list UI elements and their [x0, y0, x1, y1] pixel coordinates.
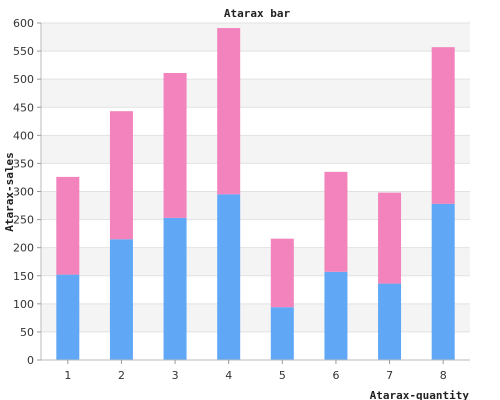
- grid-band: [41, 191, 470, 220]
- y-tick-label: 300: [13, 186, 34, 199]
- x-tick-label: 3: [172, 369, 179, 382]
- x-tick-label: 4: [225, 369, 232, 382]
- chart-title: Atarax bar: [224, 7, 291, 20]
- bar-segment-1-series-1: [56, 274, 80, 360]
- bar-segment-3-series-2: [163, 72, 187, 218]
- y-tick-labels: 0 50 100 150 200 250 300 350 400 450 500 550 600: [13, 17, 34, 367]
- bars: [56, 28, 455, 360]
- grid-band: [41, 51, 470, 80]
- bar-segment-2-series-2: [109, 111, 133, 240]
- axes: [37, 22, 470, 364]
- bar-segment-7-series-2: [378, 192, 402, 284]
- y-tick-label: 150: [13, 270, 34, 283]
- y-tick-label: 400: [13, 129, 34, 142]
- x-tick-label: 7: [386, 369, 393, 382]
- y-tick-label: 350: [13, 157, 34, 170]
- bar-segment-4-series-2: [217, 28, 241, 195]
- grid-band: [41, 219, 470, 248]
- y-tick-label: 200: [13, 242, 34, 255]
- bar-segment-8-series-2: [431, 47, 455, 204]
- grid-band: [41, 79, 470, 108]
- y-tick-label: 600: [13, 17, 34, 30]
- y-axis-title: Atarax-sales: [3, 152, 16, 231]
- y-tick-label: 450: [13, 101, 34, 114]
- bar-segment-5-series-1: [270, 307, 294, 360]
- y-tick-label: 250: [13, 214, 34, 227]
- grid-band: [41, 275, 470, 304]
- x-tick-label: 2: [118, 369, 125, 382]
- x-tick-label: 5: [279, 369, 286, 382]
- y-tick-label: 500: [13, 73, 34, 86]
- grid-band: [41, 247, 470, 276]
- grid-band: [41, 107, 470, 136]
- x-tick-label: 6: [332, 369, 339, 382]
- grid-band: [41, 135, 470, 164]
- y-tick-label: 550: [13, 45, 34, 58]
- x-axis-title: Atarax-quantity: [370, 389, 470, 400]
- bar-segment-2-series-1: [109, 239, 133, 360]
- bar-segment-6-series-1: [324, 271, 348, 360]
- y-tick-label: 50: [20, 326, 34, 339]
- x-tick-label: 8: [440, 369, 447, 382]
- grid-band: [41, 303, 470, 332]
- bar-segment-3-series-1: [163, 217, 187, 360]
- grid-band: [41, 163, 470, 192]
- x-tick-label: 1: [64, 369, 71, 382]
- bar-segment-6-series-2: [324, 171, 348, 272]
- bar-segment-4-series-1: [217, 194, 241, 360]
- bar-segment-7-series-1: [378, 283, 402, 360]
- bar-segment-8-series-1: [431, 203, 455, 360]
- grid-band: [41, 331, 470, 360]
- bar-segment-5-series-2: [270, 238, 294, 308]
- x-tick-labels: 1 2 3 4 5 6 7 8: [64, 369, 446, 382]
- y-tick-label: 100: [13, 298, 34, 311]
- bar-segment-1-series-2: [56, 176, 80, 275]
- y-tick-label: 0: [27, 354, 34, 367]
- grid-band: [41, 23, 470, 52]
